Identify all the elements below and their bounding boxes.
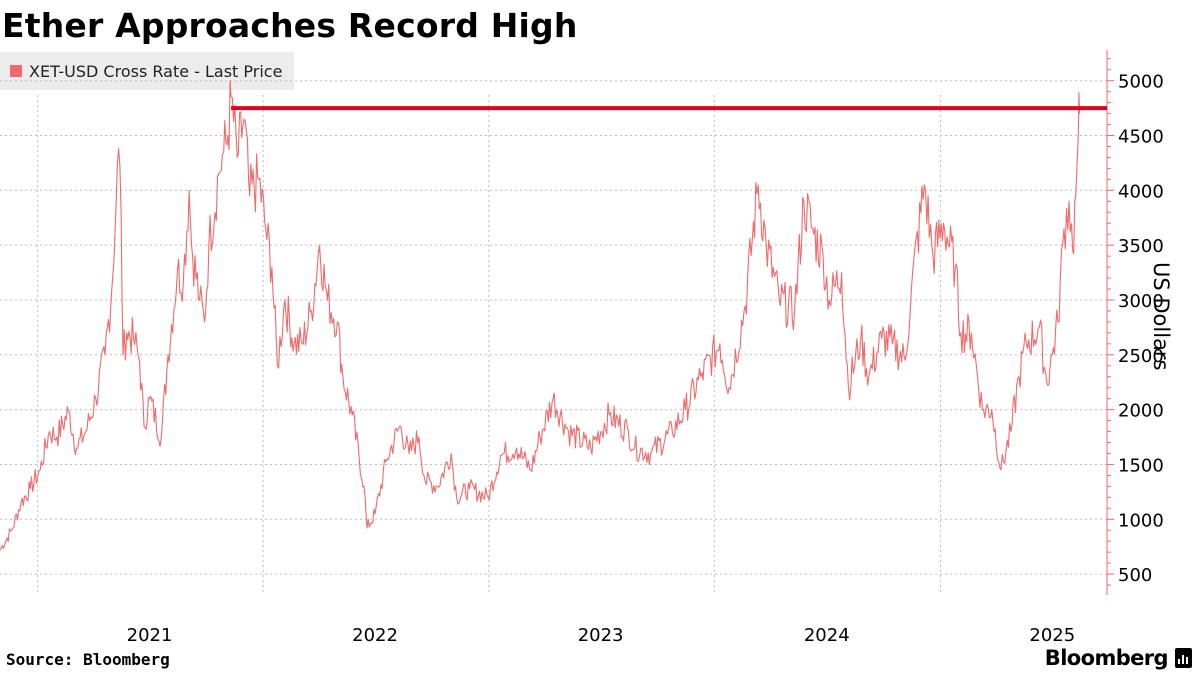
grid — [0, 80, 1107, 595]
x-tick-label: 2022 — [352, 625, 398, 646]
y-axis-label: US Dollars — [1149, 262, 1173, 371]
legend-swatch — [10, 65, 22, 77]
y-tick-label: 5000 — [1118, 72, 1164, 93]
y-tick-label: 1500 — [1118, 455, 1164, 476]
x-tick-label: 2024 — [804, 625, 850, 646]
series — [0, 80, 1081, 551]
y-tick-label: 3500 — [1118, 236, 1164, 257]
legend-label: XET-USD Cross Rate - Last Price — [29, 61, 283, 81]
brand-name: Bloomberg — [1044, 646, 1169, 670]
y-tick-label: 4500 — [1118, 127, 1164, 148]
brand-logo: Bloomberg — [1045, 646, 1192, 670]
y-tick-label: 500 — [1118, 565, 1152, 586]
y-tick-label: 2500 — [1118, 346, 1164, 367]
y-tick-label: 2000 — [1118, 401, 1164, 422]
y-tick-label: 4000 — [1118, 181, 1164, 202]
chart-title: Ether Approaches Record High — [2, 6, 578, 45]
x-tick-label: 2025 — [1029, 625, 1075, 646]
y-axis: 500 1000 1500 2000 2500 3000 3500 4000 4500 5000 — [1106, 50, 1164, 595]
source-note: Source: Bloomberg — [6, 650, 170, 669]
x-tick-label: 2023 — [578, 625, 624, 646]
series-line — [0, 80, 1081, 551]
legend: XET-USD Cross Rate - Last Price — [0, 52, 295, 90]
x-axis: 2021 2022 2023 2024 2025 — [127, 625, 1076, 646]
x-tick-label: 2021 — [127, 625, 173, 646]
y-tick-label: 3000 — [1118, 291, 1164, 312]
bar-chart-icon — [1175, 648, 1192, 668]
y-tick-label: 1000 — [1118, 510, 1164, 531]
